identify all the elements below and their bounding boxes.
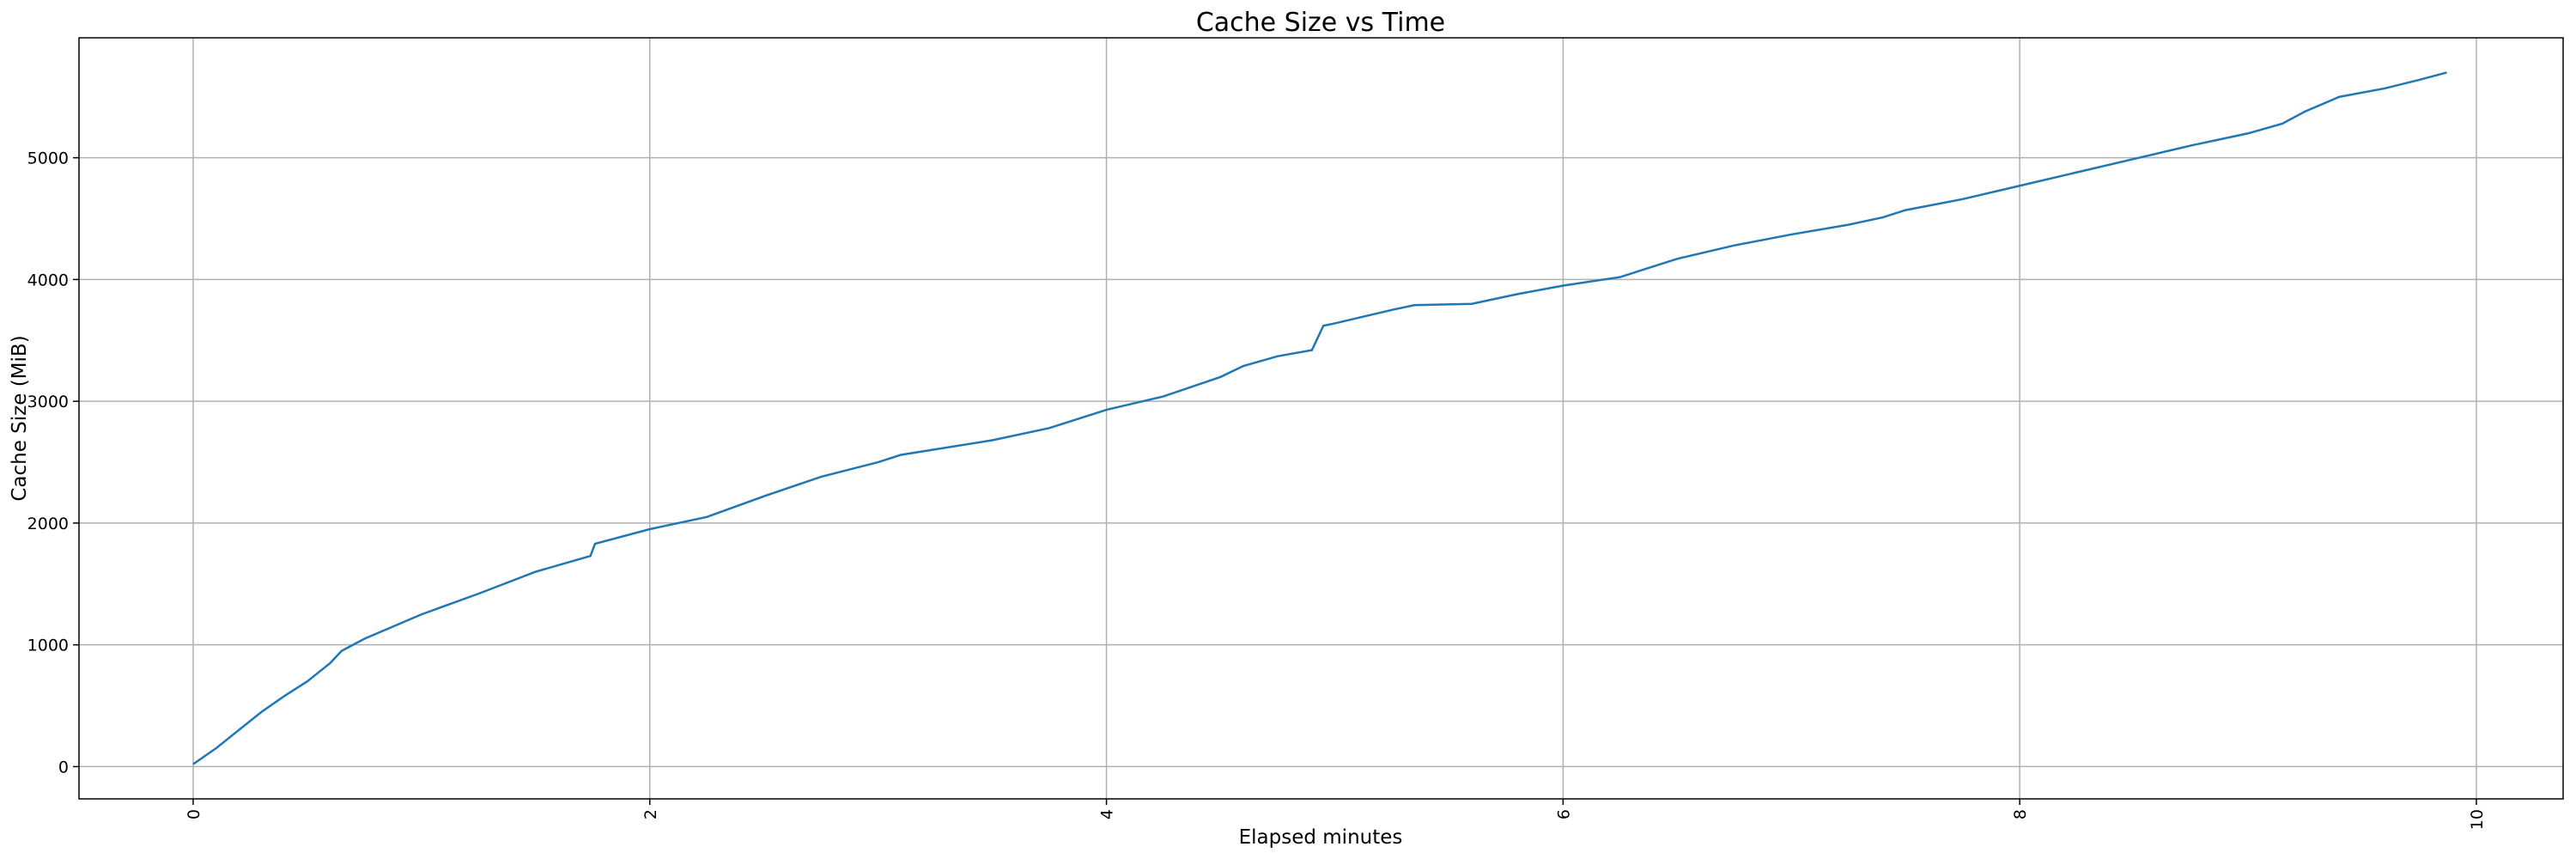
y-axis-label: Cache Size (MiB) [9,335,31,501]
x-tick-label: 4 [1098,809,1117,819]
y-tick-label: 2000 [27,515,69,533]
x-tick-label: 2 [641,809,660,819]
x-tick-label: 10 [2468,809,2487,830]
x-tick-label: 0 [185,809,204,819]
data-line [192,71,2447,765]
y-tick-label: 0 [58,758,69,777]
y-tick-label: 4000 [27,271,69,289]
y-tick-label: 5000 [27,149,69,168]
chart-title: Cache Size vs Time [1196,8,1445,38]
y-tick-label: 3000 [27,393,69,411]
x-tick-label: 8 [2011,809,2030,819]
plot-frame [78,37,2564,800]
x-axis-label: Elapsed minutes [1239,826,1403,849]
y-tick-label: 1000 [27,637,69,655]
x-tick-label: 6 [1554,809,1573,819]
